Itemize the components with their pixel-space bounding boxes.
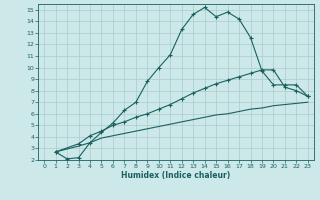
X-axis label: Humidex (Indice chaleur): Humidex (Indice chaleur) xyxy=(121,171,231,180)
